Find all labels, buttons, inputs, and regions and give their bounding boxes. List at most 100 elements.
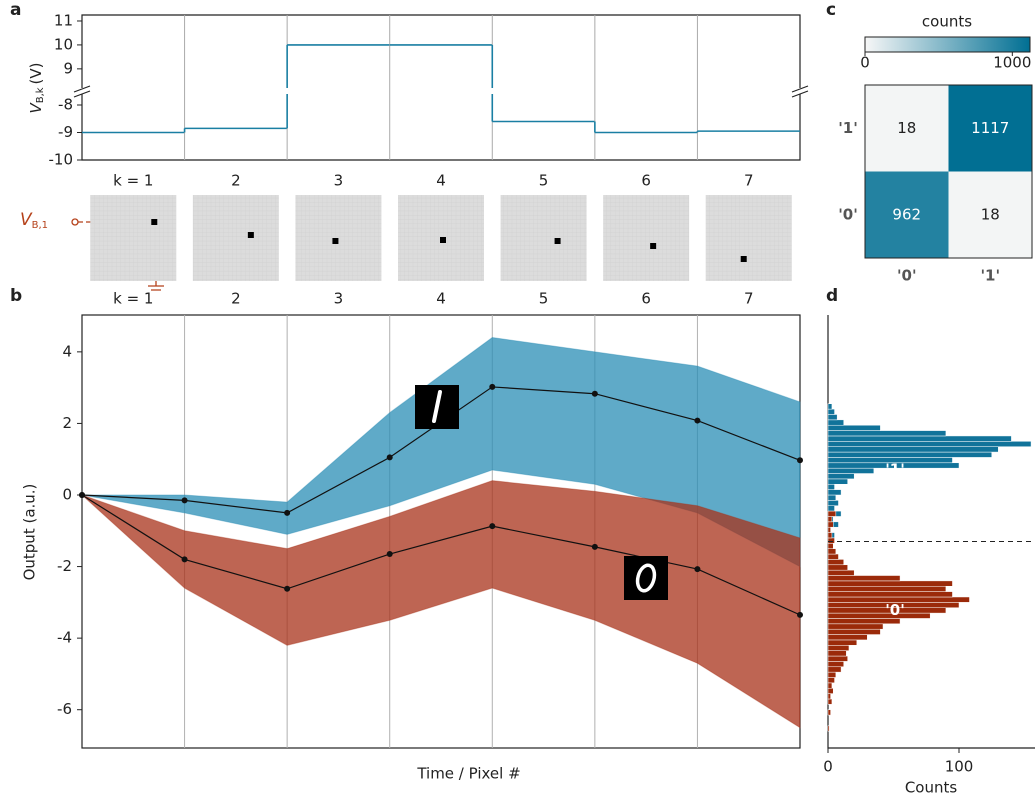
terminal bbox=[72, 219, 78, 225]
histogram-bar bbox=[828, 726, 829, 731]
histogram-bar bbox=[828, 474, 854, 479]
x-tick-label: 2 bbox=[231, 172, 241, 190]
histogram-bar bbox=[828, 490, 841, 495]
histogram-bar bbox=[828, 484, 835, 489]
histogram-bar bbox=[828, 533, 832, 538]
y-tick-label: -6 bbox=[57, 700, 72, 718]
active-pixel bbox=[151, 219, 157, 225]
histogram-bar bbox=[828, 420, 844, 425]
active-pixel bbox=[332, 238, 338, 244]
mean-point bbox=[694, 418, 700, 424]
histogram-bar bbox=[828, 581, 952, 586]
x-axis-label: Time / Pixel # bbox=[416, 765, 520, 783]
histogram-bar bbox=[828, 538, 835, 543]
x-tick-label: 6 bbox=[641, 172, 651, 190]
y-tick-label: 10 bbox=[54, 35, 73, 53]
histogram-bar bbox=[828, 613, 930, 618]
histogram-bar bbox=[828, 436, 1011, 441]
colorbar bbox=[865, 37, 1030, 52]
mean-point bbox=[592, 391, 598, 397]
x-tick-label: 3 bbox=[334, 290, 344, 308]
mean-point bbox=[284, 586, 290, 592]
histogram-bar bbox=[828, 527, 831, 532]
y-tick-label: -10 bbox=[49, 151, 74, 169]
x-tick-label: 0 bbox=[823, 758, 833, 776]
active-pixel bbox=[440, 237, 446, 243]
histogram-bar bbox=[828, 624, 883, 629]
x-tick-label: 100 bbox=[945, 758, 974, 776]
histogram-bar bbox=[828, 672, 836, 677]
col-label: '0' bbox=[897, 267, 917, 285]
histogram-bar bbox=[828, 683, 832, 688]
histogram-bar bbox=[828, 549, 836, 554]
histogram-bar bbox=[828, 554, 838, 559]
mean-point bbox=[489, 523, 495, 529]
active-pixel bbox=[248, 232, 254, 238]
cell-label: 18 bbox=[897, 119, 916, 137]
row-label: '0' bbox=[838, 205, 858, 223]
histogram-bar bbox=[828, 495, 836, 500]
y-tick-label: 11 bbox=[54, 11, 73, 29]
histogram-bar bbox=[828, 409, 835, 414]
mean-point bbox=[387, 454, 393, 460]
pixel-image bbox=[603, 195, 689, 281]
cell-label: 18 bbox=[981, 205, 1000, 223]
riser-break bbox=[490, 88, 494, 94]
histogram-bar bbox=[828, 586, 946, 591]
y-tick-label: 9 bbox=[63, 59, 73, 77]
panel-label: b bbox=[10, 286, 22, 306]
y-axis-label: Output (a.u.) bbox=[21, 484, 39, 581]
histogram-bar bbox=[828, 565, 848, 570]
histogram-bar bbox=[828, 651, 846, 656]
histogram-bar bbox=[828, 640, 857, 645]
x-tick-label: 7 bbox=[744, 172, 754, 190]
histogram-bar bbox=[828, 694, 831, 699]
x-tick-label: 2 bbox=[231, 290, 241, 308]
colorbar-label: counts bbox=[922, 13, 972, 31]
mean-point bbox=[797, 612, 803, 618]
series-label: '0' bbox=[885, 601, 905, 619]
colorbar-tick-label: 0 bbox=[860, 54, 870, 72]
histogram-bar bbox=[828, 635, 867, 640]
pixel-image bbox=[706, 195, 792, 281]
mean-point bbox=[182, 556, 188, 562]
pixel-image bbox=[501, 195, 587, 281]
histogram-bar bbox=[828, 656, 848, 661]
digit-image bbox=[624, 556, 668, 600]
active-pixel bbox=[650, 243, 656, 249]
histogram-bar bbox=[828, 543, 833, 548]
x-tick-label: 5 bbox=[539, 172, 549, 190]
histogram-bar bbox=[828, 500, 838, 505]
x-tick-label: k = 1 bbox=[113, 290, 153, 308]
active-pixel bbox=[555, 238, 561, 244]
y-label-unit: (V) bbox=[27, 62, 45, 84]
y-tick-label: 4 bbox=[62, 342, 72, 360]
cell-label: 962 bbox=[892, 205, 921, 223]
histogram-bar bbox=[828, 425, 880, 430]
panel-label: d bbox=[826, 286, 838, 306]
y-tick-label: 0 bbox=[62, 485, 72, 503]
y-axis-label: VB,k(V) bbox=[27, 62, 47, 113]
x-tick-label: 3 bbox=[334, 172, 344, 190]
x-tick-label: 5 bbox=[539, 290, 549, 308]
x-tick-label: k = 1 bbox=[113, 172, 153, 190]
voltage-subscript: B,1 bbox=[32, 220, 48, 231]
histogram-bar bbox=[828, 431, 946, 436]
histogram-bar bbox=[828, 699, 832, 704]
y-tick-label: -4 bbox=[57, 629, 72, 647]
histogram-bar bbox=[828, 447, 998, 452]
y-tick-label: 2 bbox=[62, 414, 72, 432]
col-label: '1' bbox=[980, 267, 1000, 285]
histogram-bar bbox=[828, 468, 874, 473]
y-tick-label: -2 bbox=[57, 557, 72, 575]
histogram-bar bbox=[828, 645, 849, 650]
mean-point bbox=[182, 497, 188, 503]
histogram-bar bbox=[828, 678, 835, 683]
histogram-bar bbox=[828, 452, 992, 457]
histogram-bar bbox=[828, 404, 832, 409]
mean-point bbox=[489, 384, 495, 390]
active-pixel bbox=[741, 256, 747, 262]
histogram-bar bbox=[828, 667, 841, 672]
axis-frame bbox=[82, 15, 800, 160]
histogram-bar bbox=[828, 618, 900, 623]
